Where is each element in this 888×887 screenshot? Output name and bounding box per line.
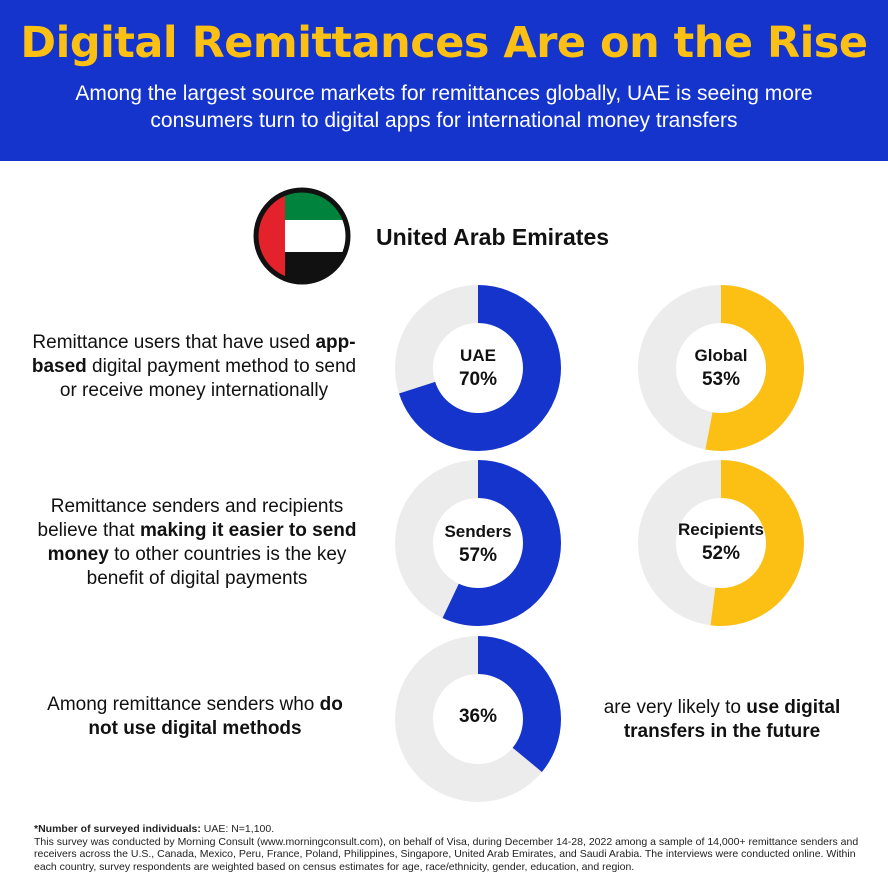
donut-non-digital-label: 36% [458, 706, 498, 727]
footer-notes: *Number of surveyed individuals: UAE: N=… [34, 823, 864, 873]
donut-recipients-label: Recipients 52% [678, 520, 764, 564]
donut-uae [395, 285, 561, 451]
stat-trailing-future-use: are very likely to use digital transfers… [603, 697, 841, 742]
donut-global-label: Global 53% [694, 346, 748, 390]
header-banner: Digital Remittances Are on the Rise Amon… [0, 0, 888, 161]
methodology-text: This survey was conducted by Morning Con… [34, 835, 859, 873]
sample-note-label: *Number of surveyed individuals: [34, 823, 201, 835]
stat-description-non-digital-senders: Among remittance senders who do not use … [47, 694, 343, 739]
page-subtitle: Among the largest source markets for rem… [75, 82, 813, 132]
donut-senders [395, 460, 561, 626]
donut-value-arc [395, 636, 561, 802]
donut-non-digital [395, 636, 561, 802]
donut-value-arc [395, 285, 561, 451]
page-title: Digital Remittances Are on the Rise [20, 18, 868, 68]
donut-value-arc [638, 285, 804, 451]
stat-description-app-based: Remittance users that have used app-base… [31, 332, 357, 401]
sample-note-value: UAE: N=1,100. [203, 823, 275, 835]
country-name: United Arab Emirates [376, 224, 610, 250]
stat-description-key-benefit: Remittance senders and recipients believ… [37, 496, 357, 589]
donut-value-arc [638, 460, 804, 626]
donut-value-arc [395, 460, 561, 626]
donut-global [638, 285, 804, 451]
uae-flag-icon [253, 187, 351, 285]
donut-recipients [638, 460, 804, 626]
donut-uae-label: UAE 70% [458, 346, 498, 390]
donut-senders-label: Senders 57% [444, 522, 512, 566]
